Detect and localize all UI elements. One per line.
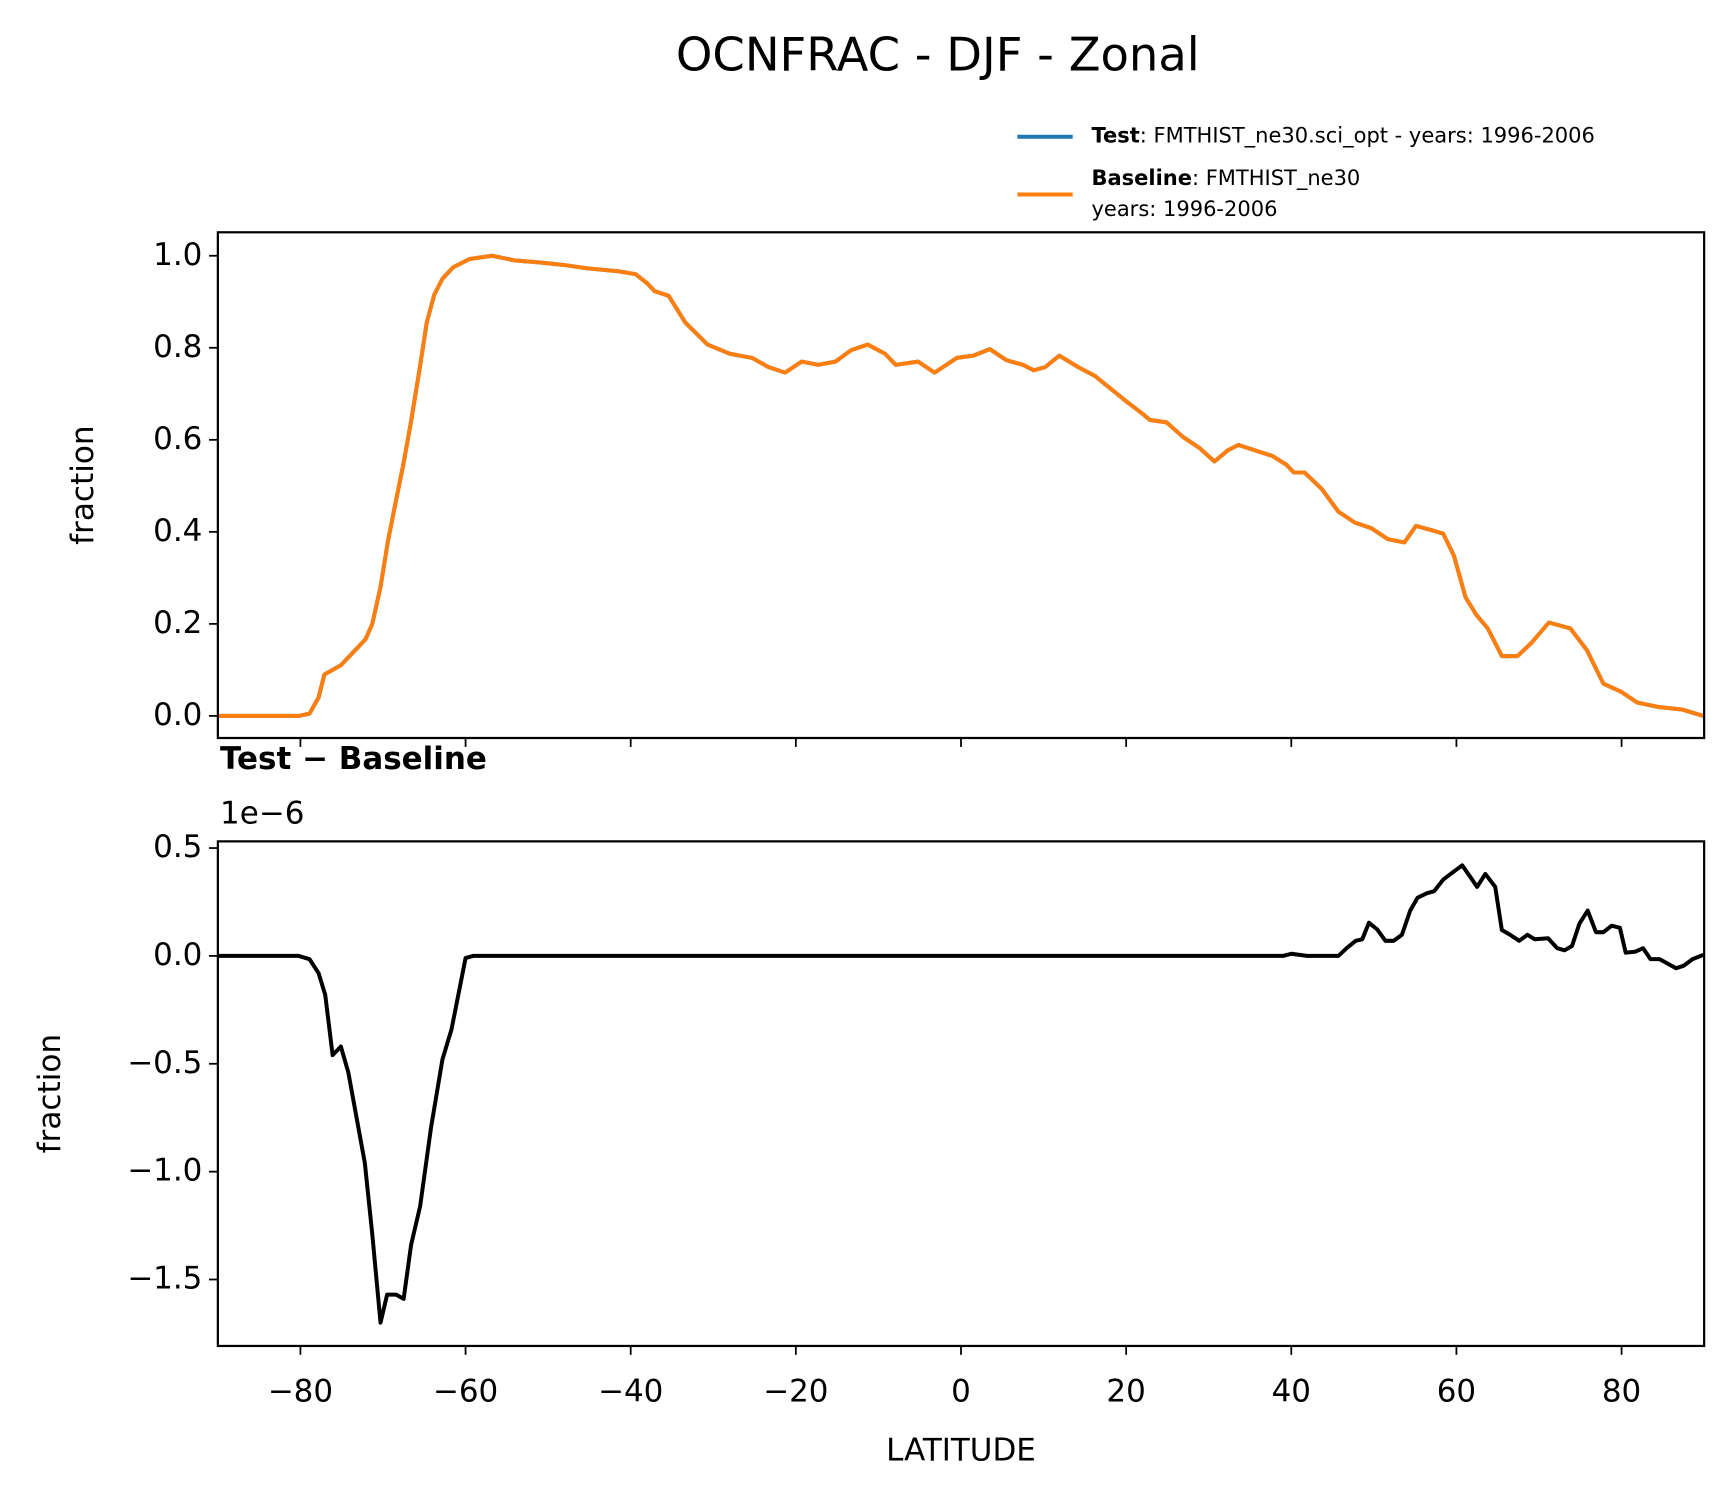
y-tick-label: −0.5 <box>127 1045 202 1081</box>
x-tick-label: 60 <box>1437 1374 1476 1410</box>
y-tick-label: −1.0 <box>127 1153 202 1189</box>
data-line <box>217 253 1704 718</box>
legend-description: : FMTHIST_ne30.sci_opt - years: 1996-200… <box>1140 123 1595 148</box>
legend-label-line2: years: 1996-2006 <box>1091 196 1277 221</box>
y-tick-label: 0.0 <box>153 937 202 973</box>
x-tick-label: 0 <box>951 1374 971 1410</box>
y-tick-label: 0.0 <box>153 697 202 733</box>
y-tick-label: 0.6 <box>153 421 202 457</box>
legend-name: Test <box>1091 123 1139 148</box>
figure-title: OCNFRAC - DJF - Zonal <box>676 27 1200 81</box>
legend-label: Test: FMTHIST_ne30.sci_opt - years: 1996… <box>1091 123 1594 148</box>
x-tick-label: −40 <box>598 1374 663 1410</box>
y-tick-label: 0.8 <box>153 329 202 365</box>
axes-frame <box>216 231 1706 740</box>
y-tick-label: 0.4 <box>153 513 202 549</box>
x-tick-label: −20 <box>763 1374 828 1410</box>
legend-name: Baseline <box>1091 165 1191 190</box>
data-line <box>217 863 1705 1325</box>
offset-text: 1e−6 <box>220 796 304 832</box>
x-tick-label: −60 <box>433 1374 498 1410</box>
y-tick-label: 0.5 <box>153 829 202 865</box>
legend-description: : FMTHIST_ne30 <box>1192 165 1360 190</box>
axes-title: Test − Baseline <box>220 741 487 777</box>
x-tick-label: −80 <box>268 1374 333 1410</box>
y-axis-label: fraction <box>65 425 101 545</box>
x-tick-label: 20 <box>1106 1374 1145 1410</box>
legend-label: Baseline: FMTHIST_ne30 <box>1091 165 1360 190</box>
y-tick-label: −1.5 <box>127 1260 202 1296</box>
x-tick-label: 80 <box>1602 1374 1641 1410</box>
y-tick-label: 0.2 <box>153 605 202 641</box>
axes-frame <box>216 840 1706 1348</box>
y-tick-label: 1.0 <box>153 237 202 273</box>
x-tick-label: 40 <box>1272 1374 1311 1410</box>
x-axis-label: LATITUDE <box>886 1432 1036 1468</box>
y-axis-label: fraction <box>32 1034 68 1154</box>
